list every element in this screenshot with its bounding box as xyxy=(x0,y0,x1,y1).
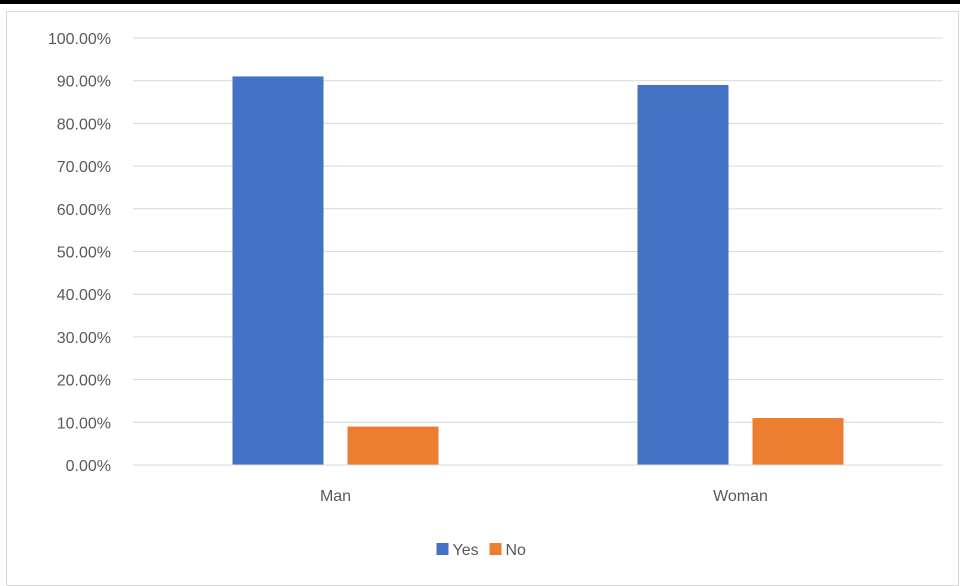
x-category-label: Woman xyxy=(713,488,768,505)
y-tick-label: 40.00% xyxy=(57,287,111,304)
y-tick-label: 10.00% xyxy=(57,415,111,432)
legend-label: Yes xyxy=(453,542,479,559)
x-category-label: Man xyxy=(320,488,351,505)
y-tick-label: 50.00% xyxy=(57,245,111,262)
bar-no-man xyxy=(347,426,439,465)
legend-swatch xyxy=(489,543,502,555)
y-tick-label: 90.00% xyxy=(57,74,111,91)
bar-yes-woman xyxy=(637,84,729,465)
y-axis-tick-labels: 0.00% 10.00% 20.00% 30.00% 40.00% 50.00% 60.00… xyxy=(48,31,111,475)
x-axis-category-labels: Man Woman xyxy=(320,488,768,505)
y-tick-label: 60.00% xyxy=(57,202,111,219)
legend: Yes No xyxy=(436,542,527,559)
y-tick-label: 80.00% xyxy=(57,116,111,133)
legend-label: No xyxy=(506,542,527,559)
y-tick-label: 30.00% xyxy=(57,330,111,347)
y-tick-label: 70.00% xyxy=(57,159,111,176)
y-tick-label: 100.00% xyxy=(48,31,111,48)
bars xyxy=(232,76,844,466)
y-tick-label: 0.00% xyxy=(66,458,111,475)
legend-item-yes: Yes xyxy=(436,542,479,559)
legend-swatch xyxy=(436,543,449,555)
chart-area xyxy=(6,11,959,586)
bar-no-woman xyxy=(752,418,844,465)
legend-item-no: No xyxy=(489,542,527,559)
y-tick-label: 20.00% xyxy=(57,373,111,390)
bar-yes-man xyxy=(232,76,324,466)
